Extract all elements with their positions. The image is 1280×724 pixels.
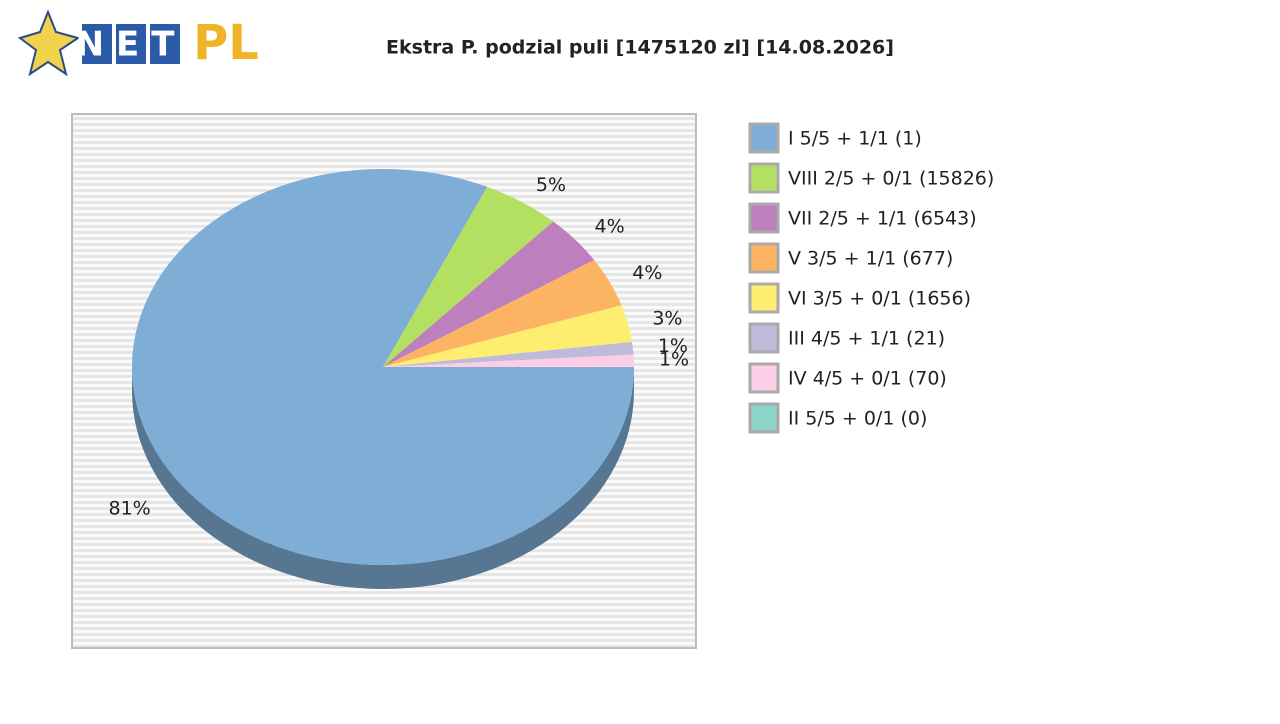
slice: [383, 259, 622, 367]
data-label: 5%: [536, 174, 566, 196]
legend-swatch: [748, 162, 780, 194]
logo-star: [17, 9, 81, 77]
logo: NET PL: [17, 9, 259, 77]
chart-title: Ekstra P. podzial puli [1475120 zl] [14.…: [386, 37, 894, 59]
slice: [383, 186, 554, 367]
logo-box: [82, 24, 112, 64]
legend-swatch: [748, 202, 780, 234]
legend-swatch: [748, 122, 780, 154]
data-label: 1%: [658, 335, 688, 357]
legend-label: I 5/5 + 1/1 (1): [788, 128, 922, 150]
legend-label: IV 4/5 + 0/1 (70): [788, 368, 947, 390]
legend-swatch: [748, 242, 780, 274]
legend-label: V 3/5 + 1/1 (677): [788, 248, 953, 270]
data-label: 4%: [632, 262, 662, 284]
legend-swatch: [748, 322, 780, 354]
data-label: 3%: [652, 308, 682, 330]
logo-box: [116, 24, 146, 64]
legend-swatch: [748, 282, 780, 314]
legend-swatch: [748, 362, 780, 394]
legend-label: II 5/5 + 0/1 (0): [788, 408, 927, 430]
legend-label: VII 2/5 + 1/1 (6543): [788, 208, 977, 230]
slice: [383, 221, 595, 367]
logo-box: [150, 24, 180, 64]
data-label: 81%: [108, 497, 150, 519]
data-label: 1%: [659, 349, 689, 371]
slice: [383, 341, 634, 367]
logo-net: NET: [76, 25, 187, 65]
legend-swatch: [748, 402, 780, 434]
legend-label: VI 3/5 + 0/1 (1656): [788, 288, 971, 310]
data-label: 4%: [595, 216, 625, 238]
logo-pl: PL: [193, 15, 259, 71]
slice: [383, 305, 632, 367]
slice: [383, 354, 634, 367]
legend-label: III 4/5 + 1/1 (21): [788, 328, 945, 350]
legend-label: VIII 2/5 + 0/1 (15826): [788, 168, 994, 190]
